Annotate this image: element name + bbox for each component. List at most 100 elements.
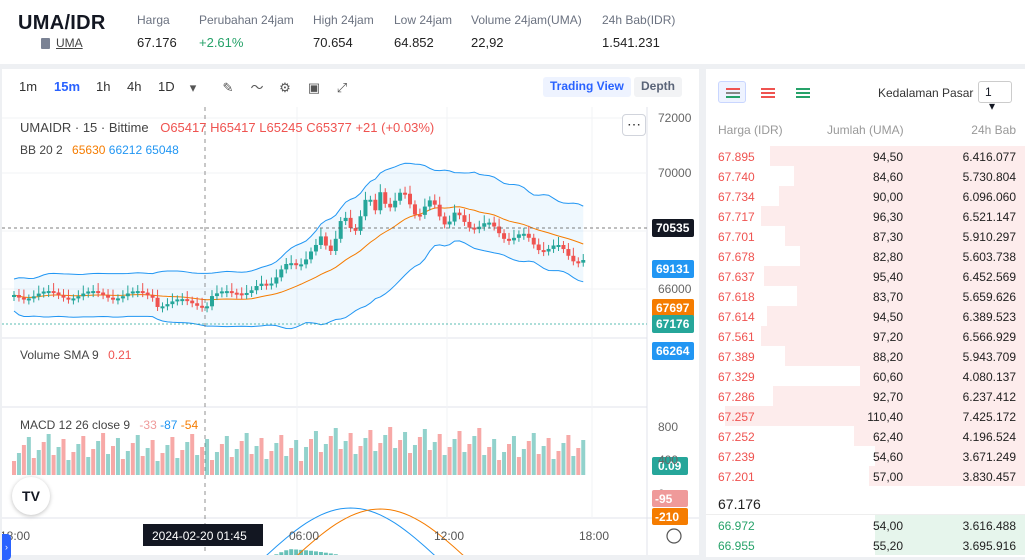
volume-bar <box>398 440 403 475</box>
volume-bar <box>81 436 86 475</box>
candle-body <box>224 291 229 294</box>
volume-bar <box>467 444 472 475</box>
stat-change: Perubahan 24jam +2.61% <box>199 13 294 50</box>
expand-side-tab[interactable]: › <box>2 534 11 560</box>
candle-body <box>155 297 160 307</box>
tradingview-logo[interactable]: TV <box>12 477 50 515</box>
ask-row[interactable]: 67.201 57,00 3.830.457 <box>706 466 1025 486</box>
bid-row[interactable]: 66.972 54,00 3.616.488 <box>706 515 1025 535</box>
price-tag-label: 67176 <box>656 317 690 331</box>
price-chart[interactable]: 7200070000680006600070535691316769767176… <box>2 107 699 555</box>
volume-value: 0.21 <box>108 348 132 362</box>
ask-row[interactable]: 67.329 60,60 4.080.137 <box>706 366 1025 386</box>
ask-total: 6.521.147 <box>962 210 1016 224</box>
depth-bar <box>773 386 1025 406</box>
ask-price: 67.329 <box>718 370 755 384</box>
stat-low: Low 24jam 64.852 <box>394 13 452 50</box>
asset-link[interactable]: UMA <box>41 36 83 50</box>
chart-panel[interactable]: 1m 15m 1h 4h 1D ▾ ✎ 〜 ⚙ ▣ ⤢ Trading View… <box>2 69 699 560</box>
ask-row[interactable]: 67.286 92,70 6.237.412 <box>706 386 1025 406</box>
candle-body <box>120 296 125 299</box>
volume-bar <box>269 451 274 475</box>
ask-row[interactable]: 67.637 95,40 6.452.569 <box>706 266 1025 286</box>
ask-row[interactable]: 67.618 83,70 5.659.626 <box>706 286 1025 306</box>
orderbook-mode-bids[interactable] <box>788 81 816 103</box>
candle-body <box>388 203 393 208</box>
interval-4h[interactable]: 4h <box>127 79 142 94</box>
ask-price: 67.252 <box>718 430 755 444</box>
divider <box>706 514 1025 515</box>
ask-price: 67.734 <box>718 190 755 204</box>
ask-amount: 60,60 <box>872 370 903 384</box>
volume-bar <box>343 441 348 475</box>
ask-total: 6.566.929 <box>962 330 1016 344</box>
ask-row[interactable]: 67.252 62,40 4.196.524 <box>706 426 1025 446</box>
candle-body <box>561 245 566 250</box>
candle-body <box>289 263 294 266</box>
volume-bar <box>373 451 378 475</box>
save-icon[interactable]: ▣ <box>307 80 321 95</box>
gear-icon[interactable]: ⚙ <box>279 80 291 95</box>
more-options-button[interactable]: ⋯ <box>622 114 646 136</box>
depth-bar <box>767 306 1025 326</box>
ask-row[interactable]: 67.239 54,60 3.671.249 <box>706 446 1025 466</box>
chevron-down-icon[interactable]: ▾ <box>189 80 197 95</box>
stat-price: Harga 67.176 <box>137 13 177 50</box>
ask-amount: 83,70 <box>872 290 903 304</box>
bid-row[interactable]: 66.955 55,20 3.695.916 <box>706 535 1025 555</box>
candle-body <box>66 297 71 300</box>
volume-bar <box>71 452 76 475</box>
ask-row[interactable]: 67.561 97,20 6.566.929 <box>706 326 1025 346</box>
price-tag-label: 70535 <box>656 221 690 235</box>
volume-bar <box>135 435 140 475</box>
fullscreen-icon[interactable]: ⤢ <box>336 80 348 95</box>
mid-price: 67.176 <box>718 496 761 512</box>
volume-bar <box>422 429 427 475</box>
ask-row[interactable]: 67.740 84,60 5.730.804 <box>706 166 1025 186</box>
time-tick-label: 12:00 <box>434 529 464 543</box>
ask-amount: 87,30 <box>872 230 903 244</box>
trading-view-button[interactable]: Trading View <box>543 77 631 97</box>
candle-body <box>477 226 482 230</box>
bid-amount: 54,00 <box>872 519 903 533</box>
ask-row[interactable]: 67.734 90,00 6.096.060 <box>706 186 1025 206</box>
ask-row[interactable]: 67.701 87,30 5.910.297 <box>706 226 1025 246</box>
pencil-icon[interactable]: ✎ <box>222 80 234 95</box>
header-amount: Jumlah (UMA) <box>827 123 904 137</box>
macd-hist-bar <box>304 550 309 555</box>
ask-row[interactable]: 67.678 82,80 5.603.738 <box>706 246 1025 266</box>
interval-1h[interactable]: 1h <box>96 79 111 94</box>
interval-1d[interactable]: 1D <box>158 79 175 94</box>
ask-total: 6.096.060 <box>962 190 1016 204</box>
depth-button[interactable]: Depth <box>634 77 682 97</box>
ask-price: 67.239 <box>718 450 755 464</box>
interval-15m[interactable]: 15m <box>54 79 81 94</box>
price-tag-label: 66264 <box>656 344 690 358</box>
asset-link-label[interactable]: UMA <box>56 36 83 50</box>
candle-body <box>175 299 180 302</box>
stat-volume-idr: 24h Bab(IDR) 1.541.231 <box>602 13 675 50</box>
volume-bar <box>234 449 239 475</box>
orderbook-mode-both[interactable] <box>718 81 746 103</box>
depth-bar <box>860 366 1025 386</box>
volume-bar <box>393 448 398 475</box>
ask-row[interactable]: 67.389 88,20 5.943.709 <box>706 346 1025 366</box>
ask-total: 5.943.709 <box>962 350 1016 364</box>
ask-row[interactable]: 67.257 110,40 7.425.172 <box>706 406 1025 426</box>
macd-hist-bar <box>284 550 289 555</box>
macd-legend: MACD 12 26 close 9 -33 -87 -54 <box>20 418 198 432</box>
candle-body <box>12 295 16 297</box>
ask-row[interactable]: 67.614 94,50 6.389.523 <box>706 306 1025 326</box>
orderbook-mode-asks[interactable] <box>753 81 781 103</box>
candle-body <box>373 199 378 211</box>
ask-row[interactable]: 67.717 96,30 6.521.147 <box>706 206 1025 226</box>
candle-body <box>353 228 358 231</box>
bb-upper-line <box>13 162 584 280</box>
ask-row[interactable]: 67.895 94,50 6.416.077 <box>706 146 1025 166</box>
candle-body <box>86 291 91 294</box>
candle-body <box>111 297 115 300</box>
depth-select[interactable]: 1 ▾ <box>978 81 1012 113</box>
interval-1m[interactable]: 1m <box>19 79 38 94</box>
candle-body <box>274 277 279 284</box>
indicator-icon[interactable]: 〜 <box>250 80 264 95</box>
